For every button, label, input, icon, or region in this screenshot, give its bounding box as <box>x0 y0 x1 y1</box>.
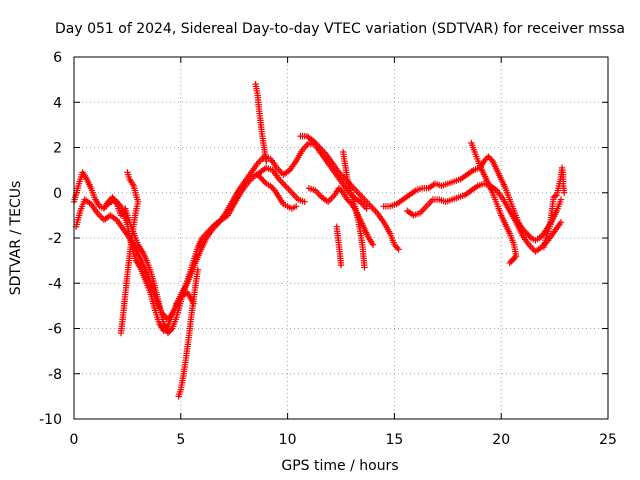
data-point <box>369 241 377 248</box>
data-point <box>509 256 516 264</box>
series-7 <box>254 171 300 212</box>
data-point <box>337 261 345 269</box>
series-3 <box>104 196 197 334</box>
data-point <box>337 186 344 193</box>
x-tick-label: 15 <box>385 432 403 448</box>
data-point <box>163 324 170 331</box>
data-point <box>488 156 495 163</box>
data-point <box>344 196 351 203</box>
data-point <box>561 189 568 196</box>
data-point <box>510 255 518 262</box>
series-11 <box>333 223 345 269</box>
y-tick-label: 4 <box>53 95 62 111</box>
y-tick-label: 6 <box>53 50 62 66</box>
data-point <box>480 157 488 165</box>
data-point <box>267 182 274 190</box>
series-14 <box>468 139 520 267</box>
series-15 <box>540 164 568 251</box>
plot-frame <box>73 56 609 420</box>
data-point <box>260 177 267 184</box>
data-point <box>261 178 269 186</box>
series-6 <box>252 80 270 165</box>
x-tick-label: 10 <box>279 432 297 448</box>
series-10 <box>339 148 368 271</box>
y-tick-label: -6 <box>48 322 62 338</box>
x-axis-label: GPS time / hours <box>281 458 398 474</box>
x-tick-label: 5 <box>176 432 185 448</box>
data-point <box>482 156 489 163</box>
data-point <box>254 171 261 178</box>
data-point <box>347 199 354 206</box>
y-tick-labels: 6 4 2 0 -2 -4 -6 -8 -10 <box>39 50 62 428</box>
data-point <box>537 233 545 240</box>
data-point <box>164 329 172 337</box>
data-point <box>392 243 400 250</box>
data-point <box>301 198 308 205</box>
data-point <box>292 203 300 210</box>
series-12 <box>380 153 565 244</box>
data-points <box>70 80 568 400</box>
data-point <box>536 234 543 242</box>
data-point <box>361 264 368 271</box>
data-point <box>335 185 343 192</box>
x-tick-label: 25 <box>599 432 617 448</box>
series-5 <box>175 266 202 400</box>
data-point <box>257 174 264 181</box>
y-tick-label: 0 <box>53 186 62 202</box>
data-point <box>338 188 345 195</box>
x-tick-label: 20 <box>492 432 510 448</box>
series-4 <box>117 169 142 337</box>
data-point <box>557 196 565 203</box>
data-point <box>270 185 277 193</box>
x-tick-label: 0 <box>70 432 79 448</box>
y-tick-label: -4 <box>48 276 62 292</box>
series-2 <box>72 139 370 323</box>
data-point <box>194 266 202 273</box>
y-tick-label: -10 <box>39 412 62 428</box>
series-13 <box>404 180 565 255</box>
data-point <box>557 218 565 226</box>
data-point <box>268 184 276 191</box>
data-point <box>263 157 270 165</box>
data-point <box>526 233 533 240</box>
data-point <box>485 153 492 160</box>
data-point <box>507 258 515 265</box>
data-point <box>167 326 175 334</box>
data-point <box>486 154 494 162</box>
data-point <box>525 231 532 239</box>
data-point <box>363 205 370 212</box>
data-point <box>160 327 167 334</box>
data-point <box>255 172 263 180</box>
y-tick-label: 2 <box>53 141 62 157</box>
data-point <box>539 231 546 239</box>
data-point <box>391 241 398 248</box>
chart-title: Day 051 of 2024, Sidereal Day-to-day VTE… <box>55 21 625 37</box>
data-point <box>345 197 353 205</box>
data-point <box>258 175 266 183</box>
data-point <box>395 246 402 253</box>
data-point <box>394 244 401 252</box>
data-point <box>161 326 169 333</box>
data-point <box>166 328 173 335</box>
y-axis-label: SDTVAR / TECUs <box>8 181 24 296</box>
y-tick-label: -2 <box>48 231 62 247</box>
y-tick-label: -8 <box>48 367 62 383</box>
data-point <box>506 259 513 267</box>
data-point <box>124 169 131 176</box>
x-tick-labels: 0 5 10 15 20 25 <box>70 432 617 448</box>
